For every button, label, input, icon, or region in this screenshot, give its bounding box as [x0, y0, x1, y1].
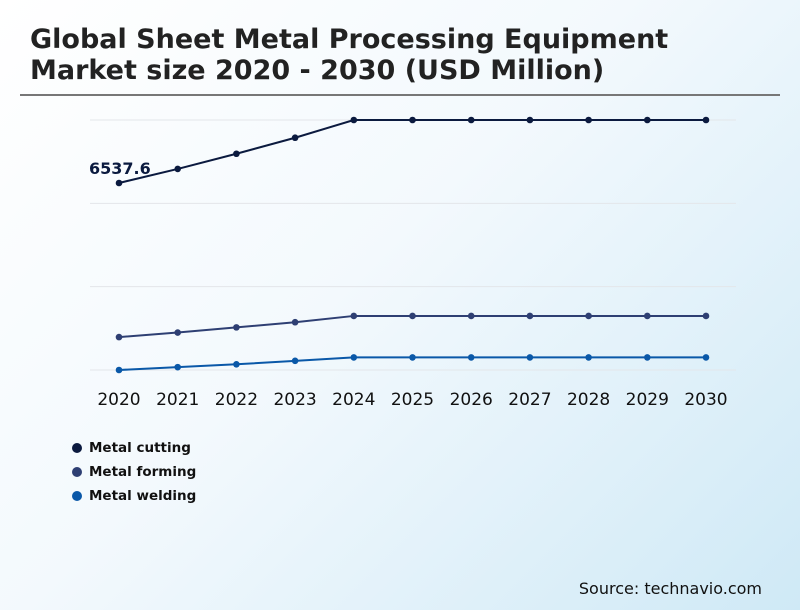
title-line-1: Global Sheet Metal Processing Equipment: [30, 24, 669, 55]
x-tick-label: 2025: [391, 390, 434, 410]
x-tick-label: 2027: [508, 390, 551, 410]
legend-label: Metal forming: [89, 464, 197, 480]
data-label: 6537.6: [89, 159, 151, 178]
data-point: [467, 354, 475, 361]
data-point: [702, 116, 710, 124]
x-tick-label: 2020: [97, 390, 140, 410]
data-point: [233, 150, 240, 158]
data-point: [644, 116, 651, 124]
data-point: [350, 116, 358, 124]
legend-dot-icon: [72, 491, 82, 501]
data-point: [702, 354, 710, 361]
legend-dot-icon: [72, 467, 82, 477]
data-point: [409, 116, 416, 124]
x-tick-label: 2026: [450, 390, 493, 410]
data-point: [585, 312, 592, 320]
data-point: [526, 312, 534, 320]
data-point: [467, 312, 475, 320]
legend-item: Metal welding: [72, 484, 196, 508]
series-line-0: [118, 119, 706, 184]
data-point: [115, 179, 123, 187]
data-point: [174, 329, 181, 336]
data-point: [409, 354, 416, 361]
data-point: [174, 165, 181, 173]
x-tick-label: 2030: [684, 390, 727, 410]
chart-title: Global Sheet Metal Processing Equipment M…: [30, 24, 668, 86]
data-point: [585, 116, 592, 124]
data-point: [233, 360, 240, 368]
data-point: [174, 363, 181, 371]
x-tick-label: 2024: [332, 390, 375, 410]
data-point: [702, 312, 710, 320]
data-point: [585, 354, 592, 361]
data-point: [115, 366, 123, 374]
legend-dot-icon: [72, 443, 82, 453]
legend-label: Metal cutting: [89, 440, 191, 456]
x-tick-label: 2021: [156, 390, 199, 410]
legend-label: Metal welding: [89, 488, 197, 504]
x-tick-label: 2023: [273, 390, 316, 410]
title-line-2: Market size 2020 - 2030 (USD Million): [30, 55, 605, 86]
legend: Metal cutting Metal forming Metal welding: [72, 436, 196, 508]
data-point: [644, 354, 651, 361]
data-point: [467, 116, 475, 124]
title-divider: [20, 94, 780, 96]
data-point: [291, 357, 299, 365]
legend-item: Metal cutting: [72, 436, 196, 460]
data-point: [291, 134, 299, 142]
x-tick-label: 2029: [626, 390, 669, 410]
data-point: [350, 354, 358, 361]
data-point: [526, 354, 534, 361]
data-point: [526, 116, 534, 124]
data-point: [409, 312, 416, 320]
data-point: [291, 318, 299, 326]
data-point: [644, 312, 651, 320]
x-tick-label: 2022: [215, 390, 258, 410]
data-point: [115, 333, 123, 341]
source-text: Source: technavio.com: [578, 579, 762, 598]
data-point: [350, 312, 358, 320]
legend-item: Metal forming: [72, 460, 196, 484]
x-tick-label: 2028: [567, 390, 610, 410]
data-point: [233, 324, 240, 331]
